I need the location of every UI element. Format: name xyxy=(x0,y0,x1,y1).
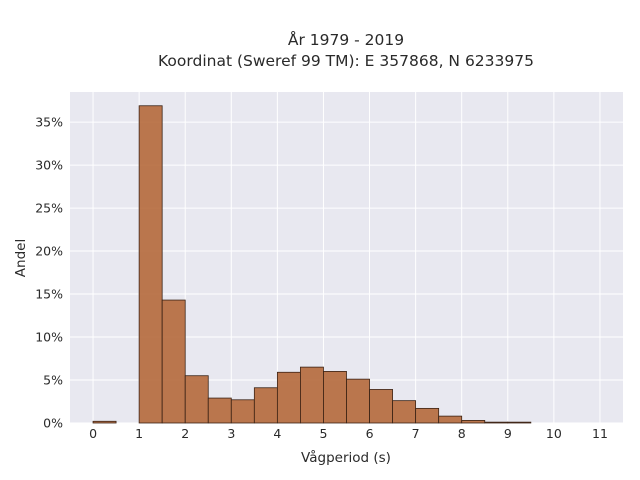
y-tick-label: 30% xyxy=(35,158,63,173)
x-axis-label: Vågperiod (s) xyxy=(301,449,391,466)
y-tick-label: 15% xyxy=(35,287,63,302)
x-tick-label: 7 xyxy=(412,426,420,441)
x-tick-labels: 0 1 2 3 4 5 6 7 8 9 10 11 xyxy=(89,426,608,441)
chart-title-line1: År 1979 - 2019 xyxy=(288,30,404,49)
x-tick-label: 5 xyxy=(319,426,327,441)
y-tick-label: 5% xyxy=(43,373,63,388)
y-tick-labels: 0% 5% 10% 15% 20% 25% 30% 35% xyxy=(35,115,63,431)
histogram-bar xyxy=(300,366,324,424)
histogram-bar xyxy=(184,375,209,424)
histogram-bar xyxy=(230,399,255,424)
histogram-bar xyxy=(369,389,393,424)
histogram-bar xyxy=(415,407,440,424)
histogram-bar xyxy=(461,420,486,424)
histogram-bar xyxy=(392,400,417,424)
x-tick-label: 10 xyxy=(546,426,562,441)
y-tick-label: 35% xyxy=(35,115,63,130)
histogram-bar xyxy=(92,420,117,424)
y-tick-label: 25% xyxy=(35,201,63,216)
histogram-bar xyxy=(138,105,163,424)
x-tick-label: 9 xyxy=(504,426,512,441)
x-tick-label: 8 xyxy=(458,426,466,441)
histogram-bar xyxy=(507,421,532,424)
histogram-bar xyxy=(438,415,463,424)
x-tick-label: 11 xyxy=(592,426,608,441)
chart-title-line2: Koordinat (Sweref 99 TM): E 357868, N 62… xyxy=(158,52,534,70)
x-tick-label: 2 xyxy=(181,426,189,441)
y-axis-label: Andel xyxy=(13,239,29,277)
histogram-bar xyxy=(323,371,347,424)
x-tick-label: 3 xyxy=(227,426,235,441)
y-tick-label: 20% xyxy=(35,244,63,259)
histogram-bar xyxy=(276,371,301,424)
grid-lines xyxy=(70,92,623,424)
x-tick-label: 1 xyxy=(135,426,143,441)
histogram-bar xyxy=(346,378,370,424)
y-tick-label: 0% xyxy=(43,416,63,431)
bars xyxy=(92,105,532,424)
x-tick-label: 6 xyxy=(366,426,374,441)
y-tick-label: 10% xyxy=(35,330,63,345)
histogram-bar xyxy=(207,397,232,424)
x-tick-label: 0 xyxy=(89,426,97,441)
histogram-bar xyxy=(253,387,278,424)
x-tick-label: 4 xyxy=(273,426,281,441)
histogram-bar xyxy=(484,421,509,424)
histogram-bar xyxy=(161,299,186,424)
